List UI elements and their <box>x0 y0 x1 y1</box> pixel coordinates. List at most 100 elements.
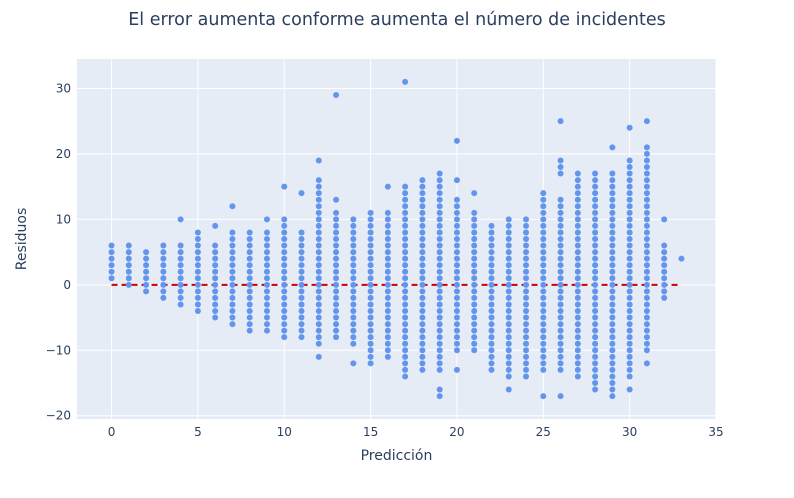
data-point <box>177 249 184 256</box>
data-point <box>367 242 374 249</box>
data-point <box>436 321 443 328</box>
data-point <box>643 281 650 288</box>
data-point <box>402 190 409 197</box>
data-point <box>402 222 409 229</box>
data-point <box>557 203 564 210</box>
data-point <box>453 340 460 347</box>
data-point <box>592 183 599 190</box>
data-point <box>557 216 564 223</box>
data-point <box>505 242 512 249</box>
data-point <box>419 301 426 308</box>
data-point <box>436 249 443 256</box>
data-point <box>505 294 512 301</box>
data-point <box>108 268 115 275</box>
data-point <box>505 334 512 341</box>
data-point <box>281 301 288 308</box>
data-point <box>592 360 599 367</box>
data-point <box>488 308 495 314</box>
data-point <box>626 157 633 164</box>
data-point <box>609 255 616 262</box>
data-point <box>402 294 409 301</box>
data-point <box>626 164 633 170</box>
data-point <box>194 275 201 282</box>
data-point <box>592 242 599 249</box>
data-point <box>333 334 340 341</box>
data-point <box>557 249 564 256</box>
data-point <box>263 268 270 275</box>
data-point <box>609 275 616 282</box>
y-axis-label: Residuos <box>14 208 30 271</box>
data-point <box>384 327 391 334</box>
data-point <box>557 164 564 170</box>
data-point <box>453 294 460 301</box>
data-point <box>523 294 530 301</box>
data-point <box>367 321 374 328</box>
data-point <box>609 393 616 400</box>
data-point <box>436 229 443 236</box>
data-point <box>402 183 409 190</box>
data-point <box>540 236 547 242</box>
data-point <box>523 229 530 236</box>
data-point <box>488 366 495 373</box>
y-tick-label: 0 <box>63 278 71 292</box>
data-point <box>212 281 219 288</box>
data-point <box>160 242 167 249</box>
data-point <box>281 255 288 262</box>
data-point <box>212 301 219 308</box>
data-point <box>402 216 409 223</box>
data-point <box>246 275 253 282</box>
data-point <box>367 314 374 321</box>
data-point <box>626 190 633 197</box>
data-point <box>384 222 391 229</box>
data-point <box>367 340 374 347</box>
data-point <box>592 249 599 256</box>
data-point <box>523 301 530 308</box>
data-point <box>643 164 650 170</box>
data-point <box>505 288 512 295</box>
data-point <box>315 222 322 229</box>
data-point <box>281 327 288 334</box>
data-point <box>574 308 581 314</box>
data-point <box>471 216 478 223</box>
data-point <box>505 321 512 328</box>
data-point <box>419 190 426 197</box>
data-point <box>384 334 391 341</box>
data-point <box>626 308 633 314</box>
data-point <box>592 386 599 393</box>
data-point <box>384 281 391 288</box>
data-point <box>643 229 650 236</box>
data-point <box>194 308 201 314</box>
data-point <box>194 229 201 236</box>
data-point <box>488 281 495 288</box>
data-point <box>143 288 150 295</box>
data-point <box>643 236 650 242</box>
data-point <box>609 340 616 347</box>
data-point <box>177 294 184 301</box>
data-point <box>574 222 581 229</box>
data-point <box>229 203 236 210</box>
data-point <box>540 314 547 321</box>
data-point <box>523 249 530 256</box>
data-point <box>436 183 443 190</box>
data-point <box>626 196 633 203</box>
data-point <box>367 327 374 334</box>
data-point <box>350 321 357 328</box>
data-point <box>540 190 547 197</box>
data-point <box>402 373 409 380</box>
data-point <box>574 170 581 177</box>
data-point <box>453 275 460 282</box>
data-point <box>488 353 495 360</box>
data-point <box>592 177 599 184</box>
data-point <box>350 242 357 249</box>
data-point <box>419 294 426 301</box>
data-point <box>574 196 581 203</box>
data-point <box>212 255 219 262</box>
data-point <box>609 262 616 269</box>
data-point <box>609 203 616 210</box>
data-point <box>402 366 409 373</box>
data-point <box>333 216 340 223</box>
data-point <box>626 340 633 347</box>
x-tick-label: 5 <box>194 425 202 439</box>
data-point <box>557 294 564 301</box>
data-point <box>540 249 547 256</box>
